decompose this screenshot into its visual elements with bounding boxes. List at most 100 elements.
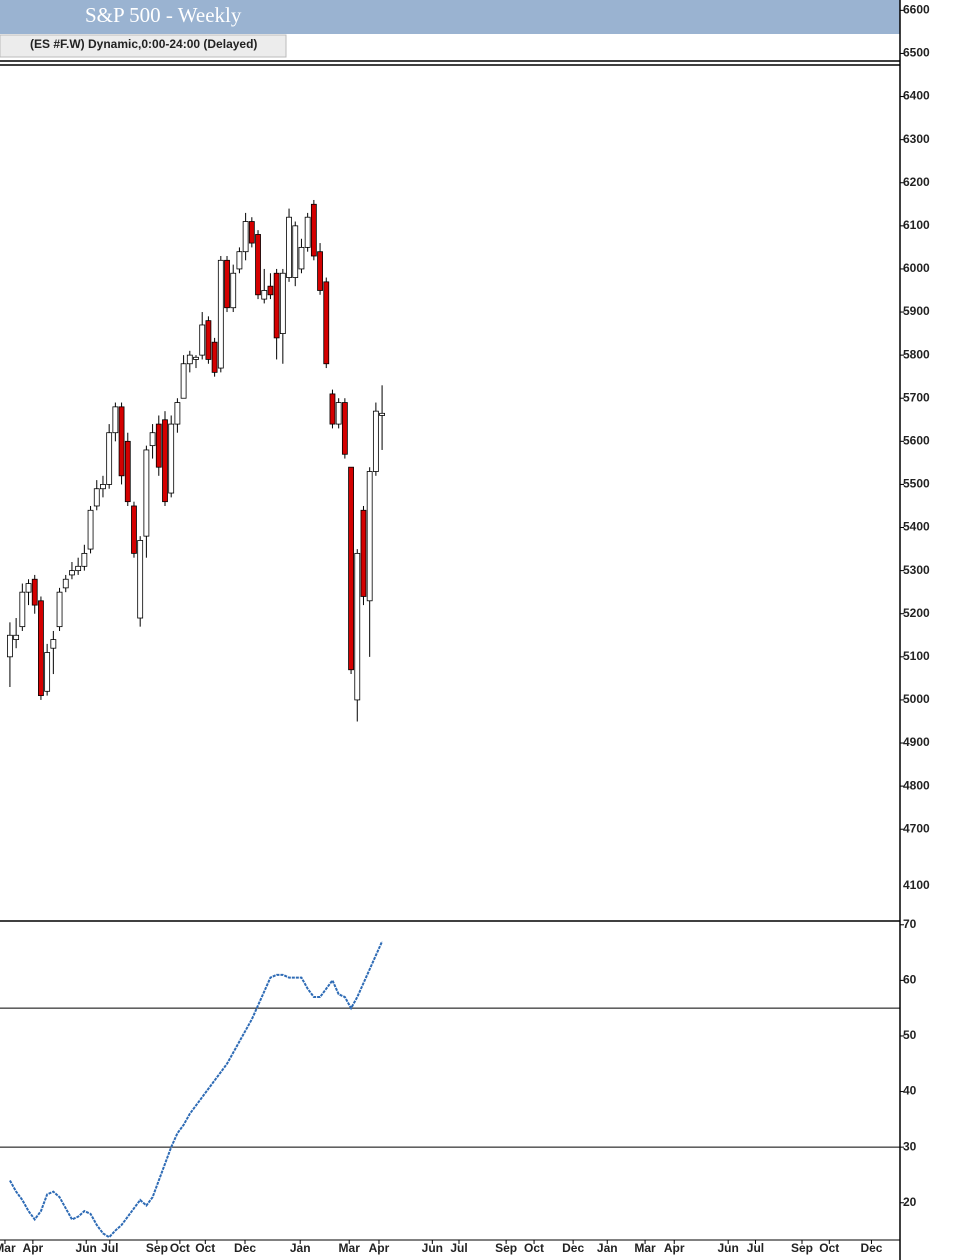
candle-body <box>143 449 150 537</box>
y-tick-label: 5400 <box>903 520 930 534</box>
candle-body <box>87 509 94 550</box>
candle-body <box>13 634 20 640</box>
candle-body <box>236 251 243 270</box>
candle-body <box>100 484 106 490</box>
candle-body <box>298 246 305 270</box>
x-tick-label: Sep <box>791 1241 813 1255</box>
y-tick-label: 40 <box>903 1084 917 1098</box>
candle-body <box>81 552 88 567</box>
x-tick-label: Jun <box>718 1241 739 1255</box>
title-bar <box>0 0 900 34</box>
y-tick-label: 6100 <box>903 218 930 232</box>
candle-body <box>193 356 199 360</box>
indicator-line <box>9 941 383 1239</box>
candle-body <box>279 272 286 334</box>
y-tick-label: 6200 <box>903 175 930 189</box>
x-tick-label: Oct <box>195 1241 215 1255</box>
candle-body <box>186 354 193 365</box>
x-tick-label: Jan <box>597 1241 618 1255</box>
y-tick-label: 30 <box>903 1139 917 1153</box>
candle-body <box>372 410 379 472</box>
y-tick-label: 6300 <box>903 132 930 146</box>
candle-body <box>379 412 385 416</box>
candle-body <box>329 393 336 425</box>
chart-title: S&P 500 - Weekly <box>85 3 242 27</box>
candle-body <box>255 234 261 296</box>
candle-body <box>7 634 13 658</box>
candle-body <box>25 583 32 593</box>
candle-body <box>56 591 63 628</box>
y-tick-label: 5200 <box>903 606 930 620</box>
candle-body <box>69 570 75 576</box>
candle-body <box>93 488 100 507</box>
candle-body <box>174 402 181 425</box>
y-tick-label: 6000 <box>903 261 930 275</box>
y-tick-label: 20 <box>903 1195 917 1209</box>
x-tick-label: Jun <box>76 1241 97 1255</box>
y-tick-label: 5300 <box>903 563 930 577</box>
x-tick-label: Oct <box>170 1241 190 1255</box>
candle-body <box>366 471 373 602</box>
candle-body <box>341 402 348 455</box>
x-tick-label: Oct <box>819 1241 839 1255</box>
candle-body <box>323 281 330 365</box>
y-tick-label: 5700 <box>903 390 930 404</box>
x-tick-label: Mar <box>339 1241 361 1255</box>
y-tick-label: 6400 <box>903 89 930 103</box>
candle-body <box>304 216 311 248</box>
x-tick-label: Apr <box>664 1241 685 1255</box>
y-tick-label: 6600 <box>903 3 930 17</box>
candle-body <box>168 423 175 494</box>
candle-body <box>118 406 125 477</box>
candle-body <box>75 565 82 572</box>
x-tick-label: Mar <box>0 1241 16 1255</box>
candle-body <box>131 505 137 554</box>
y-tick-label: 5000 <box>903 692 930 706</box>
y-tick-label: 5100 <box>903 649 930 663</box>
x-tick-label: Jul <box>101 1241 118 1255</box>
y-tick-label: 4800 <box>903 778 930 792</box>
y-tick-label: 5600 <box>903 434 930 448</box>
candle-body <box>292 225 299 278</box>
y-tick-label: 60 <box>903 973 917 987</box>
candle-body <box>180 363 187 399</box>
candle-body <box>310 203 317 257</box>
candle-body <box>286 216 292 278</box>
y-tick-label: 50 <box>903 1028 917 1042</box>
candle-body <box>38 600 44 697</box>
y-axis-note: 4100 <box>903 878 930 892</box>
candle-body <box>31 578 38 606</box>
candle-body <box>267 285 274 296</box>
x-tick-label: Apr <box>23 1241 44 1255</box>
candle-body <box>62 578 69 589</box>
y-tick-label: 70 <box>903 917 917 931</box>
y-tick-label: 5800 <box>903 347 930 361</box>
candle-body <box>217 259 224 369</box>
candle-body <box>230 272 237 309</box>
candle-body <box>348 466 354 671</box>
x-tick-label: Dec <box>860 1241 882 1255</box>
candle-body <box>224 259 230 309</box>
candle-body <box>248 221 255 244</box>
candle-body <box>137 540 144 619</box>
x-tick-label: Sep <box>146 1241 168 1255</box>
y-tick-label: 5900 <box>903 304 930 318</box>
subtitle-box <box>0 34 287 58</box>
candle-body <box>199 324 206 356</box>
y-tick-label: 5500 <box>903 477 930 491</box>
candle-body <box>205 320 212 360</box>
candle-body <box>19 591 26 628</box>
candle-body <box>149 432 156 447</box>
x-tick-label: Mar <box>634 1241 656 1255</box>
candle-body <box>211 341 218 373</box>
candle-body <box>162 419 168 503</box>
x-tick-label: Jul <box>747 1241 764 1255</box>
x-tick-label: Sep <box>495 1241 517 1255</box>
y-tick-label: 4700 <box>903 821 930 835</box>
x-tick-label: Dec <box>234 1241 256 1255</box>
candle-body <box>50 639 57 649</box>
x-tick-label: Jan <box>290 1241 311 1255</box>
candle-body <box>335 402 342 425</box>
candle-body <box>242 221 249 253</box>
